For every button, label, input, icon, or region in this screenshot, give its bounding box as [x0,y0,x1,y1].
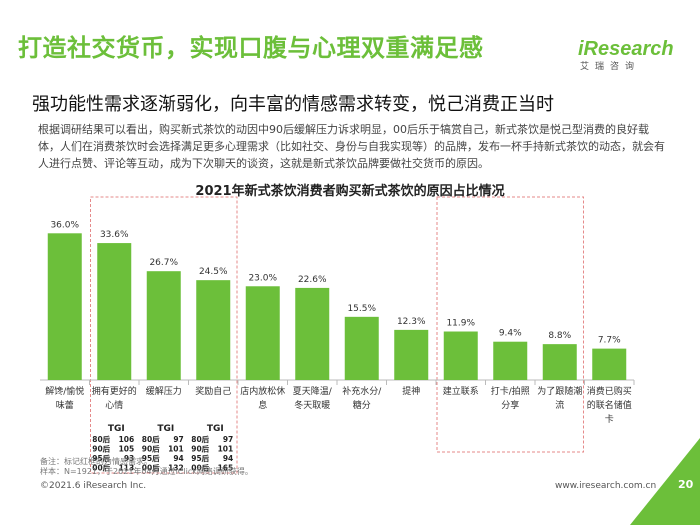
chart-notes: 备注：标记红框的为情感需求。 样本：N=1921，于2021年04月通过iCli… [40,457,253,477]
tgi-age-group: 80后 [92,434,110,444]
tgi-value: 106 [119,435,135,444]
tgi-value: 94 [173,454,183,463]
corner-decoration [630,438,700,525]
tgi-value: 97 [223,435,233,444]
bar-value-label: 11.9% [446,319,475,329]
category-label: 解馋/愉悦 [45,385,84,397]
tgi-age-group: 90后 [92,444,110,454]
category-label: 夏天降温/ [293,385,333,397]
tgi-age-group: 95后 [191,453,209,463]
category-label: 息 [258,399,267,411]
category-label: 糖分 [353,399,371,411]
category-label: 打卡/拍照 [491,385,530,397]
category-label: 奖励自己 [195,385,231,397]
tgi-value: 113 [119,464,135,473]
tgi-age-group: 90后 [142,444,160,454]
tgi-value: 132 [168,464,184,473]
bar [146,271,181,380]
category-label: 补充水分/ [342,385,382,397]
category-label: 分享 [501,399,519,411]
bar [196,280,231,380]
chart-title: 2021年新式茶饮消费者购买新式茶饮的原因占比情况 [195,184,505,199]
footer-copyright: ©2021.6 iResearch Inc. [40,481,147,491]
tgi-age-group: 00后 [191,463,209,473]
tgi-age-group: 90后 [191,444,209,454]
category-label: 的联名储值 [587,399,632,411]
note-line-2: 样本：N=1921，于2021年04月通过iClick网络调研获得。 [40,467,253,476]
tgi-age-group: 80后 [191,434,209,444]
tgi-age-group: 95后 [92,453,110,463]
bar [542,344,577,380]
bar [97,243,132,380]
logo-main-text: iResearch [578,38,674,60]
category-label: 缓解压力 [146,385,182,397]
bar-value-label: 7.7% [598,336,621,346]
emotional-needs-highlight-box [90,196,238,474]
bar [592,348,627,380]
tgi-age-group: 00后 [142,463,160,473]
tgi-title: TGI [108,424,125,434]
category-label: 提神 [402,385,420,397]
footer-website: www.iresearch.com.cn [555,481,657,491]
bar-value-label: 9.4% [499,329,522,339]
tgi-title: TGI [157,424,174,434]
category-label: 心情 [105,399,123,411]
emotional-needs-highlight-box [436,196,584,453]
bar [295,287,330,380]
bar [245,286,280,380]
bar-value-label: 33.6% [100,230,129,240]
category-label: 流 [555,399,564,411]
tgi-value: 101 [218,445,234,454]
category-label: 冬天取暖 [294,399,330,411]
description-text: 根据调研结果可以看出，购买新式茶饮的动因中90后缓解压力诉求明显，00后乐于犒赏… [38,123,665,170]
bar-value-label: 36.0% [50,220,79,230]
tgi-title: TGI [207,424,224,434]
category-label: 店内放松休 [240,385,285,397]
bar [47,233,82,380]
logo-sub-text: 艾瑞咨询 [580,62,641,72]
bar-value-label: 26.7% [149,258,178,268]
iresearch-logo: iResearch 艾瑞咨询 [578,38,674,72]
bar-value-label: 24.5% [199,267,228,277]
bar [493,341,528,380]
bar-value-label: 22.6% [298,275,327,285]
page-subtitle: 强功能性需求逐渐弱化，向丰富的情感需求转变，悦己消费正当时 [32,94,554,115]
bar-value-label: 15.5% [347,304,376,314]
category-label: 卡 [605,413,614,425]
bar [443,331,478,380]
category-label: 味蕾 [56,399,74,411]
tgi-age-group: 00后 [92,463,110,473]
tgi-age-group: 95后 [142,453,160,463]
tgi-age-group: 80后 [142,434,160,444]
page-title: 打造社交货币，实现口腹与心理双重满足感 [18,34,484,62]
bar [394,329,429,380]
tgi-value: 93 [124,454,134,463]
tgi-value: 165 [218,464,234,473]
category-label: 建立联系 [443,385,479,397]
bar-value-label: 12.3% [397,317,426,327]
page-number: 20 [678,478,694,491]
category-label: 为了跟随潮 [537,385,582,397]
bar-value-label: 8.8% [548,331,571,341]
tgi-value: 97 [173,435,183,444]
bar-value-label: 23.0% [248,273,277,283]
bar [344,316,379,380]
tgi-value: 105 [119,445,135,454]
category-label: 消费已购买 [587,385,632,397]
category-label: 拥有更好的 [92,385,137,397]
tgi-value: 101 [168,445,184,454]
tgi-value: 94 [223,454,233,463]
note-line-1: 备注：标记红框的为情感需求。 [40,457,152,466]
